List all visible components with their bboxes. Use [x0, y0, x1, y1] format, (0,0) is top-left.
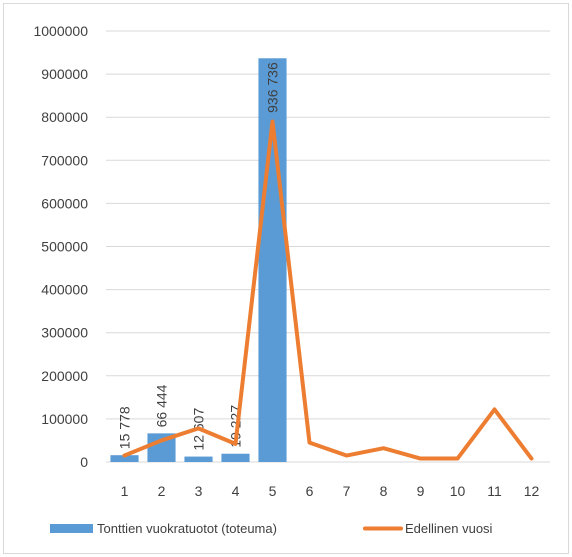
line-point [309, 442, 310, 444]
y-axis-ticks: 0 100000 200000 300000 400000 500000 600000 700… [33, 23, 88, 470]
legend-swatch-bar [50, 524, 93, 533]
line-point [494, 408, 495, 410]
line-point [531, 458, 532, 460]
line-point [235, 443, 236, 445]
line-path [122, 119, 534, 461]
x-tick-label: 11 [487, 483, 502, 499]
line-point [346, 455, 347, 457]
bar-data-label: 66 444 [154, 384, 170, 427]
x-tick-label: 3 [195, 483, 203, 499]
bar [110, 455, 139, 462]
x-tick-label: 8 [380, 483, 388, 499]
y-tick-label: 500000 [41, 239, 88, 255]
gridlines [106, 30, 550, 463]
y-tick-label: 700000 [41, 152, 88, 168]
line-point [420, 458, 421, 460]
x-axis-ticks: 1 2 3 4 5 6 7 8 9 10 11 12 [121, 483, 540, 499]
bar-series [110, 58, 287, 462]
y-tick-label: 800000 [41, 109, 88, 125]
bar [258, 58, 287, 462]
x-tick-label: 5 [269, 483, 277, 499]
bar-data-label: 15 778 [117, 406, 133, 449]
y-tick-label: 100000 [41, 411, 88, 427]
y-tick-label: 200000 [41, 368, 88, 384]
line-series [122, 119, 534, 461]
bar-data-label: 936 736 [265, 62, 281, 113]
line-point [161, 439, 162, 441]
line-point [457, 458, 458, 460]
x-tick-label: 1 [121, 483, 129, 499]
y-tick-label: 600000 [41, 195, 88, 211]
legend-label-bar: Tonttien vuokratuotot (toteuma) [97, 521, 277, 536]
legend: Tonttien vuokratuotot (toteuma) Edelline… [50, 521, 493, 536]
y-tick-label: 0 [80, 454, 88, 470]
y-tick-label: 900000 [41, 66, 88, 82]
x-tick-label: 6 [306, 483, 314, 499]
x-tick-label: 10 [450, 483, 466, 499]
y-tick-label: 300000 [41, 325, 88, 341]
line-point [124, 455, 125, 457]
x-tick-label: 2 [158, 483, 166, 499]
y-tick-label: 400000 [41, 282, 88, 298]
legend-label-line: Edellinen vuosi [405, 521, 493, 536]
x-tick-label: 9 [417, 483, 425, 499]
x-tick-label: 4 [232, 483, 240, 499]
bar [184, 456, 213, 462]
bar [221, 453, 250, 462]
line-point [383, 447, 384, 449]
y-tick-label: 1000000 [33, 23, 88, 39]
line-point [198, 427, 199, 429]
x-tick-label: 12 [524, 483, 540, 499]
x-tick-label: 7 [343, 483, 351, 499]
line-point [272, 121, 273, 123]
